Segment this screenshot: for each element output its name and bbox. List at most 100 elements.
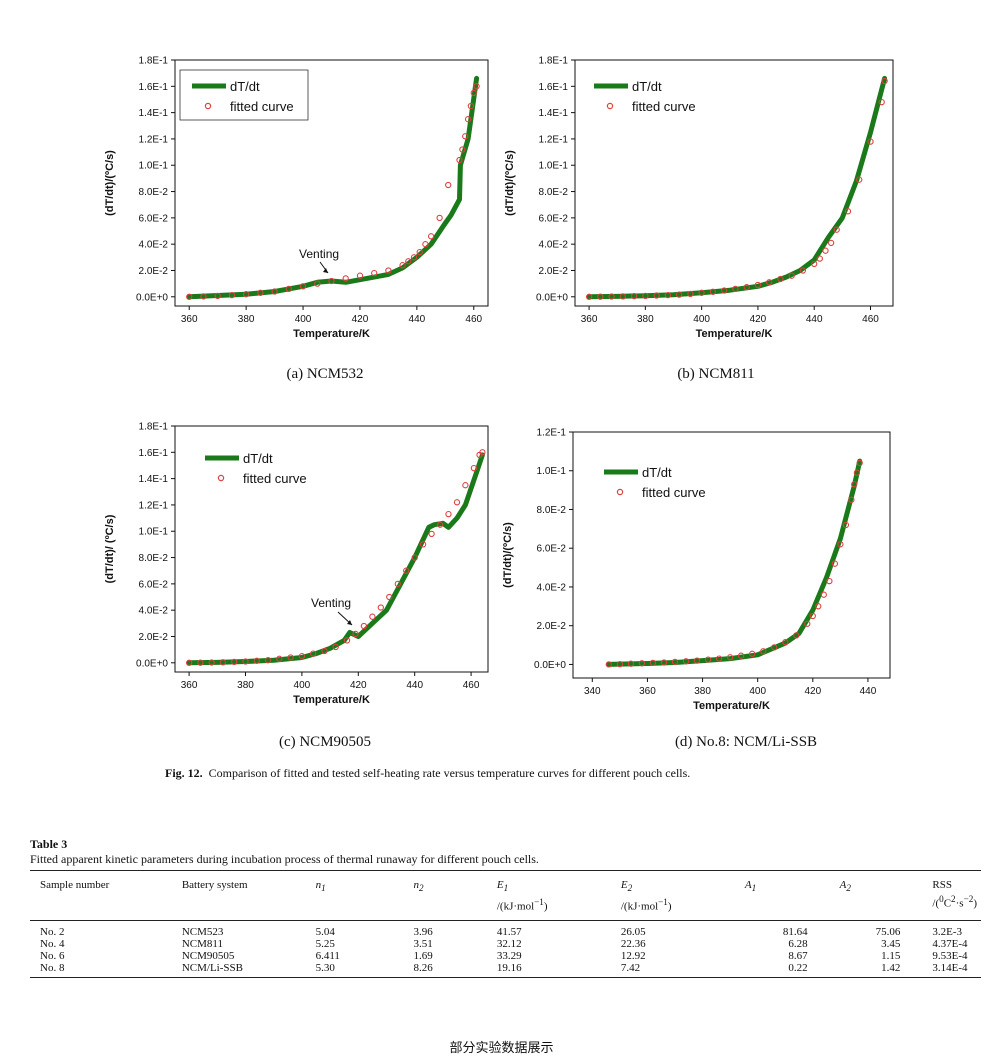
y-axis-label: (dT/dt)/(ºC/s) <box>504 150 516 216</box>
y-tick-label: 1.4E-1 <box>139 108 169 119</box>
y-tick-label: 1.6E-1 <box>139 82 169 93</box>
chart-c: 0.0E+0 2.0E-2 4.0E-2 6.0E-2 8.0E-2 1.0E-1 1.2E… <box>104 422 489 706</box>
chart-b: 0.0E+0 2.0E-2 4.0E-2 6.0E-2 8.0E-2 1.0E-1 1.2E… <box>504 56 894 340</box>
fitted-point <box>462 133 469 140</box>
legend-label-fitted: fitted curve <box>243 471 307 486</box>
y-axis-label: (dT/dt)/(ºC/s) <box>502 522 514 588</box>
fitted-point <box>332 643 339 651</box>
plot-frame <box>174 59 489 307</box>
fitted-point <box>642 292 649 300</box>
y-tick-label: 1.0E-1 <box>139 527 169 538</box>
y-tick-label: 1.8E-1 <box>539 56 569 67</box>
table-row: No. 4 NCM811 5.25 3.51 32.12 22.36 6.28 3.45 4.3… <box>30 938 981 950</box>
table-cell: 75.06 <box>875 925 901 938</box>
fitted-point <box>827 239 835 247</box>
y-tick-label: 2.0E-2 <box>139 632 169 643</box>
fitted-point <box>660 659 668 666</box>
fitted-point <box>436 521 444 528</box>
figure-caption-text: Comparison of fitted and tested self-hea… <box>208 766 691 780</box>
fitted-point <box>671 658 679 666</box>
table-cell: 33.29 <box>496 949 522 962</box>
caption-a: (a) NCM532 <box>286 366 364 382</box>
y-tick-label: 1.0E-1 <box>537 466 567 477</box>
y-tick-label: 0.0E+0 <box>136 658 168 669</box>
fitted-point <box>328 277 335 285</box>
table-cell: 7.42 <box>620 961 641 974</box>
table-cell: No. 8 <box>40 961 65 974</box>
x-tick-label: 460 <box>465 314 482 325</box>
fitted-point <box>470 464 478 472</box>
fitted-point <box>422 241 429 248</box>
fitted-point <box>833 226 840 233</box>
fitted-point <box>436 214 443 222</box>
fitted-point <box>459 146 466 153</box>
table-header-row: Sample number Battery system n1 n2 E1/(k… <box>30 870 981 921</box>
fitted-point <box>737 652 745 659</box>
fitted-point <box>264 657 272 664</box>
fitted-point <box>619 293 626 300</box>
figure-label: Fig. 12. <box>165 766 203 780</box>
fitted-point <box>371 269 378 277</box>
fitted-point <box>200 293 207 300</box>
fitted-point <box>704 656 712 663</box>
col-e1: E1/(kJ·mol−1) <box>496 879 548 913</box>
table-cell: 8.26 <box>413 961 433 974</box>
table-title: Table 3 <box>30 837 68 851</box>
table-cell: 5.25 <box>315 937 335 950</box>
fitted-point <box>253 657 260 664</box>
x-tick-label: 400 <box>294 680 311 691</box>
fitted-point <box>597 293 604 300</box>
y-tick-label: 1.8E-1 <box>139 56 169 67</box>
legend-label-fitted: fitted curve <box>230 99 294 114</box>
fitted-point <box>410 254 418 261</box>
fitted-point <box>816 255 823 262</box>
table-cell: 22.36 <box>620 937 646 950</box>
table-cell: 9.53E-4 <box>932 949 968 962</box>
y-tick-label: 1.8E-1 <box>139 422 169 433</box>
fitted-point <box>314 280 321 287</box>
legend-label-fitted: fitted curve <box>642 485 706 500</box>
fitted-point <box>693 657 701 664</box>
x-tick-label: 400 <box>693 314 710 325</box>
fitted-point <box>385 267 392 274</box>
fitted-point <box>743 284 750 291</box>
table-cell: No. 2 <box>40 925 65 938</box>
y-axis-label: (dT/dt)/(ºC/s) <box>104 150 116 216</box>
fitted-point <box>377 604 384 611</box>
y-tick-label: 4.0E-2 <box>139 606 169 617</box>
legend-label-dtdt: dT/dt <box>632 79 662 94</box>
y-tick-label: 1.2E-1 <box>539 134 569 145</box>
y-tick-label: 1.2E-1 <box>537 428 567 439</box>
fitted-point <box>208 659 215 666</box>
col-battery-system: Battery system <box>181 879 248 891</box>
fitted-point <box>698 289 705 296</box>
table-cell: 12.92 <box>620 949 646 962</box>
fitted-point <box>219 659 227 666</box>
col-rss: RSS/(0C2·s−2) <box>932 879 977 910</box>
fitted-point <box>687 290 694 298</box>
y-tick-label: 2.0E-2 <box>139 266 169 277</box>
x-tick-label: 420 <box>804 686 821 697</box>
x-tick-label: 380 <box>694 686 711 697</box>
fitted-point <box>709 288 717 295</box>
x-tick-label: 360 <box>181 680 198 691</box>
table-cell: 0.22 <box>788 961 808 974</box>
fitted-point <box>608 293 615 300</box>
table-cell: 8.67 <box>788 949 808 962</box>
x-tick-label: 420 <box>750 314 767 325</box>
fitted-point <box>479 449 486 456</box>
fitted-point <box>837 541 844 548</box>
col-a1: A1 <box>744 879 757 894</box>
col-n2: n2 <box>413 879 424 894</box>
y-tick-label: 1.0E-1 <box>139 161 169 172</box>
y-tick-label: 8.0E-2 <box>539 187 569 198</box>
caption-c: (c) NCM90505 <box>278 734 372 750</box>
x-tick-label: 340 <box>584 686 601 697</box>
plot-frame <box>174 425 489 673</box>
annotation-venting: Venting <box>299 247 339 261</box>
fitted-point <box>771 644 778 651</box>
fitted-point <box>287 654 294 661</box>
fitted-point <box>715 655 723 662</box>
annotation-venting: Venting <box>311 596 351 610</box>
x-tick-label: 460 <box>463 680 480 691</box>
